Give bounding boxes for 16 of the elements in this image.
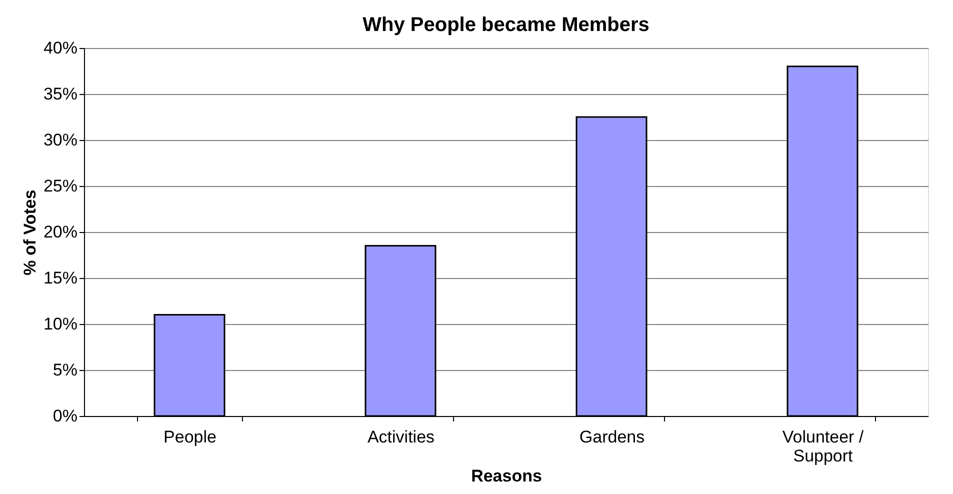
y-tick-label: 0% (52, 406, 78, 426)
y-tick-label: 10% (43, 314, 78, 334)
x-tick-label: Volunteer / Support (782, 428, 864, 466)
x-tick-label: People (164, 428, 216, 446)
x-tick-label: Activities (367, 428, 435, 446)
y-tick-label: 40% (43, 38, 78, 58)
x-tick-label: Gardens (579, 428, 645, 446)
x-axis-title: Reasons (471, 466, 542, 486)
y-tick-label: 35% (43, 84, 78, 104)
y-tick-label: 20% (43, 222, 78, 242)
y-axis-title: % of Votes (20, 190, 40, 276)
y-tick-label: 30% (43, 130, 78, 150)
chart-title: Why People became Members (362, 14, 650, 36)
y-tick-label: 15% (43, 268, 78, 288)
y-tick-label: 25% (43, 176, 78, 196)
y-tick-label: 5% (52, 360, 78, 380)
